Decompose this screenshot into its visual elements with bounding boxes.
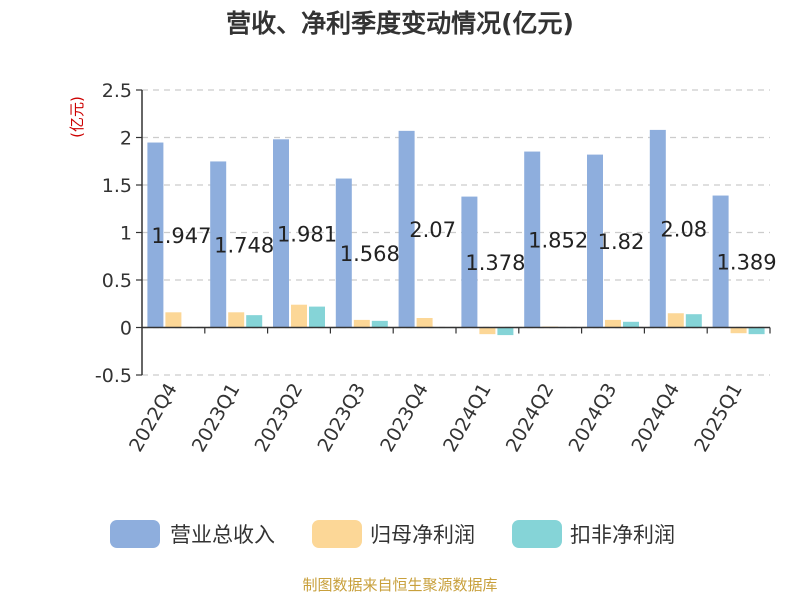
data-label: 2.07 — [409, 218, 456, 242]
y-tick-label: 1 — [120, 223, 132, 245]
x-tick-label: 2024Q1 — [439, 380, 496, 456]
data-label: 1.947 — [151, 224, 211, 248]
x-tick-label: 2023Q4 — [376, 380, 433, 456]
bar — [605, 319, 621, 328]
bar — [291, 304, 307, 328]
source-note: 制图数据来自恒生聚源数据库 — [302, 576, 497, 594]
x-tick-label: 2024Q3 — [565, 380, 622, 456]
data-label: 1.82 — [598, 230, 645, 254]
data-label: 1.389 — [717, 251, 777, 275]
bar — [685, 314, 702, 328]
bar — [228, 312, 245, 328]
bar — [309, 306, 325, 328]
bar — [335, 178, 352, 328]
bar — [273, 139, 289, 328]
axes — [136, 89, 771, 376]
bar — [353, 319, 370, 328]
bars — [147, 129, 765, 336]
bar — [371, 320, 388, 328]
bar — [649, 129, 666, 328]
bar — [479, 327, 496, 335]
y-tick-labels: -0.5 0 0.5 1 1.5 2 2.5 — [95, 80, 132, 387]
x-tick-label: 2022Q4 — [125, 380, 182, 456]
y-tick-label: -0.5 — [95, 365, 132, 387]
legend-label: 营业总收入 — [170, 523, 275, 547]
y-tick-label: 2 — [120, 128, 132, 150]
y-tick-label: 1.5 — [102, 175, 132, 197]
y-tick-label: 2.5 — [102, 80, 132, 102]
data-label: 1.981 — [277, 222, 337, 246]
y-axis-unit: (亿元) — [68, 96, 86, 138]
data-label: 1.568 — [340, 242, 400, 266]
bar — [165, 312, 182, 328]
legend-swatch — [312, 520, 362, 548]
legend-swatch — [110, 520, 160, 548]
data-label: 2.08 — [660, 218, 707, 242]
bar — [147, 142, 164, 328]
data-label: 1.378 — [465, 251, 525, 275]
bar — [524, 151, 541, 328]
data-label: 1.748 — [214, 233, 274, 257]
chart-title: 营收、净利季度变动情况(亿元) — [226, 9, 574, 38]
y-tick-label: 0 — [120, 318, 132, 340]
bar — [730, 327, 747, 334]
bar — [623, 321, 639, 328]
legend-label: 归母净利润 — [370, 523, 475, 547]
x-tick-label: 2024Q2 — [502, 380, 559, 456]
y-tick-label: 0.5 — [102, 270, 132, 292]
x-tick-label: 2023Q3 — [313, 380, 370, 456]
bar — [246, 315, 263, 328]
x-tick-label: 2024Q4 — [627, 380, 684, 456]
data-label: 1.852 — [528, 229, 588, 253]
bar — [748, 327, 765, 335]
x-tick-label: 2025Q1 — [690, 380, 747, 456]
bar — [210, 161, 227, 328]
bar — [398, 130, 415, 328]
legend-swatch — [512, 520, 562, 548]
x-tick-labels: 2022Q4 2023Q1 2023Q2 2023Q3 2023Q4 2024Q1 2024… — [125, 380, 747, 456]
bar — [587, 154, 603, 328]
x-tick-label: 2023Q2 — [251, 380, 308, 456]
legend-label: 扣非净利润 — [570, 523, 675, 547]
bar — [416, 318, 433, 328]
x-tick-label: 2023Q1 — [188, 380, 245, 456]
legend: 营业总收入 归母净利润 扣非净利润 — [110, 520, 675, 548]
bar — [497, 327, 514, 336]
bar — [712, 195, 729, 328]
bar — [461, 196, 478, 328]
bar — [667, 313, 684, 328]
